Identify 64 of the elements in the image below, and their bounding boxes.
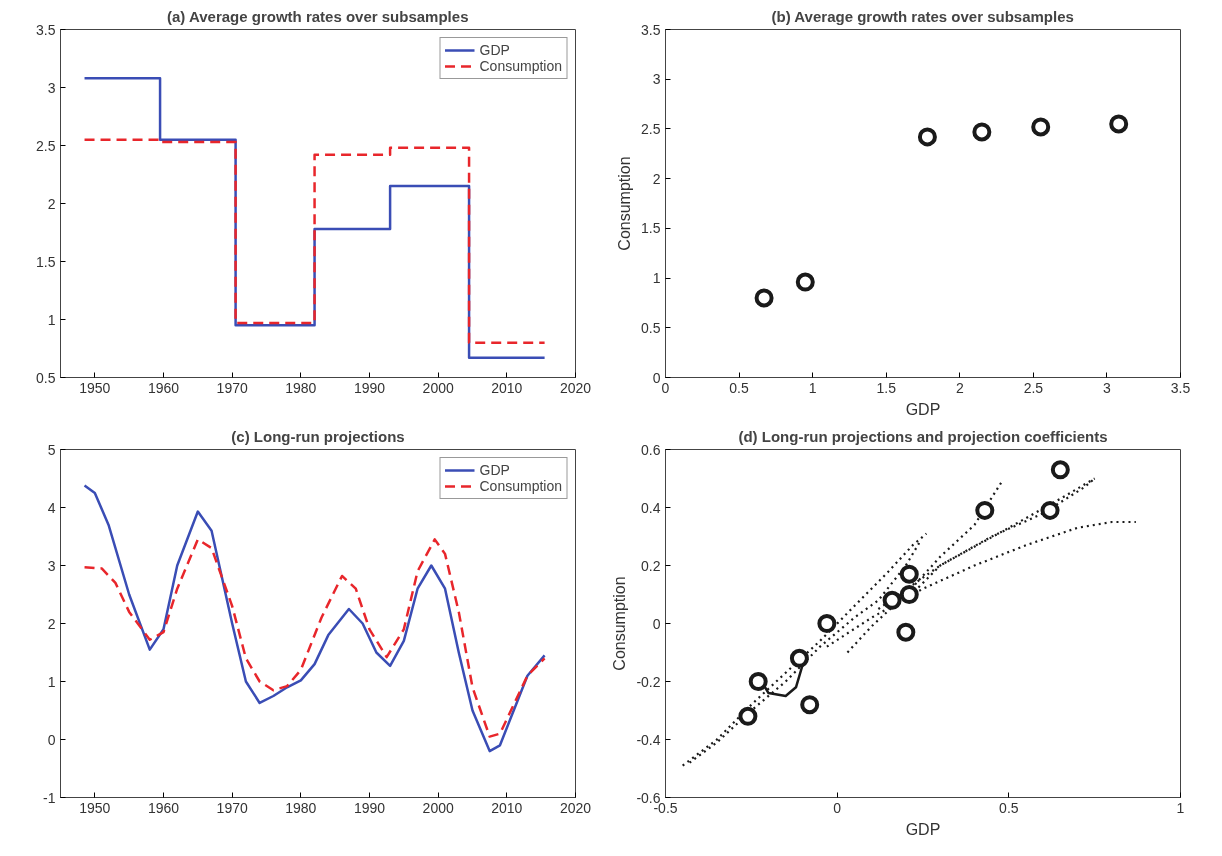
y-tick-label: 0 — [652, 615, 661, 632]
x-tick-label: 1980 — [285, 799, 317, 816]
y-tick-label: 2 — [47, 195, 56, 212]
y-tick-label: 2 — [652, 170, 661, 187]
x-tick-label: 3 — [1103, 379, 1112, 396]
x-tick-label: 3.5 — [1170, 379, 1191, 396]
y-tick-label: 2.5 — [36, 137, 56, 154]
x-tick-label: 2010 — [491, 379, 523, 396]
y-tick-label: 5 — [47, 441, 56, 458]
chart-title: (a) Average growth rates over subsamples — [166, 7, 469, 25]
y-tick-label: -0.4 — [636, 731, 661, 748]
y-tick-label: 0.4 — [641, 499, 661, 516]
y-tick-label: 3 — [47, 79, 56, 96]
y-tick-label: 1.5 — [641, 220, 661, 237]
y-tick-label: 3.5 — [641, 21, 661, 38]
chart-title: (b) Average growth rates over subsamples — [771, 7, 1074, 25]
y-axis-title: Consumption — [611, 576, 629, 671]
x-axis-title: GDP — [905, 820, 941, 838]
y-tick-label: 0 — [47, 731, 56, 748]
x-tick-label: 0.5 — [729, 379, 750, 396]
y-tick-label: 3 — [47, 557, 56, 574]
x-tick-label: 1970 — [216, 379, 248, 396]
y-tick-label: 1.5 — [36, 253, 56, 270]
x-tick-label: 1960 — [147, 379, 180, 396]
x-tick-label: 1980 — [285, 379, 317, 396]
x-tick-label: 1.5 — [876, 379, 897, 396]
x-axis-title: GDP — [905, 400, 941, 418]
x-tick-label: 2.5 — [1023, 379, 1044, 396]
x-tick-label: 1990 — [353, 799, 386, 816]
legend-label: GDP — [479, 42, 510, 58]
x-tick-label: 1 — [1176, 799, 1185, 816]
y-tick-label: -1 — [43, 789, 56, 806]
y-tick-label: 1 — [47, 311, 56, 328]
x-tick-label: 2 — [955, 379, 964, 396]
x-tick-label: 2020 — [559, 379, 592, 396]
y-tick-label: 2.5 — [641, 120, 661, 137]
y-tick-label: 2 — [47, 615, 56, 632]
legend-label: Consumption — [479, 58, 562, 74]
y-axis-title: Consumption — [616, 156, 634, 251]
y-tick-label: 0.2 — [641, 557, 661, 574]
x-tick-label: 1960 — [147, 799, 180, 816]
x-tick-label: 2000 — [422, 799, 454, 816]
chart-title: (c) Long-run projections — [231, 427, 405, 445]
x-tick-label: 1950 — [79, 379, 111, 396]
y-tick-label: 3 — [652, 71, 661, 88]
x-tick-label: 1950 — [79, 799, 111, 816]
y-tick-label: 3.5 — [36, 21, 56, 38]
x-tick-label: 0 — [833, 799, 842, 816]
y-tick-label: 0.5 — [641, 319, 661, 336]
y-tick-label: 1 — [652, 270, 661, 287]
y-tick-label: 0.6 — [641, 441, 661, 458]
x-tick-label: 1970 — [216, 799, 248, 816]
y-tick-label: 1 — [47, 673, 56, 690]
y-tick-label: -0.2 — [636, 673, 661, 690]
x-tick-label: 2010 — [491, 799, 523, 816]
y-tick-label: 4 — [47, 499, 56, 516]
legend-label: GDP — [479, 462, 510, 478]
x-tick-label: 1 — [808, 379, 817, 396]
x-tick-label: 0.5 — [999, 799, 1019, 816]
legend-label: Consumption — [479, 478, 562, 494]
chart-title: (d) Long-run projections and projection coefficients — [738, 427, 1108, 445]
x-tick-label: 2000 — [422, 379, 454, 396]
x-tick-label: 2020 — [559, 799, 592, 816]
x-tick-label: 1990 — [353, 379, 386, 396]
